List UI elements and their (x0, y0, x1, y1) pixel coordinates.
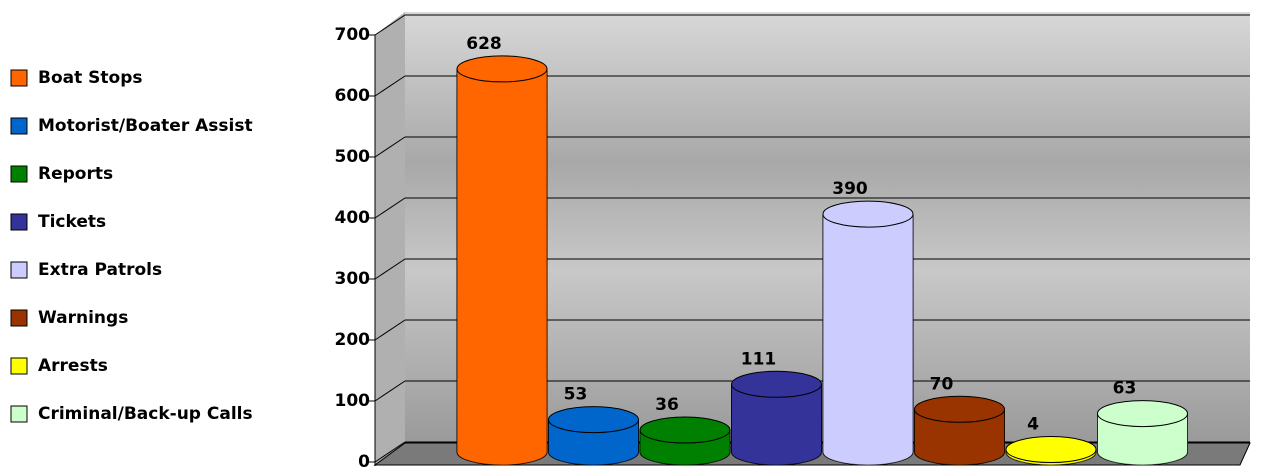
value-label: 4 (1027, 415, 1039, 435)
legend-label: Arrests (38, 356, 108, 376)
value-label: 111 (741, 349, 777, 369)
side-wall (375, 12, 405, 465)
y-tick-label: 100 (335, 391, 371, 411)
y-tick-label: 400 (335, 208, 371, 228)
bar-top (914, 395, 1005, 423)
legend-label: Reports (38, 164, 113, 184)
bar-top (456, 55, 548, 83)
legend-swatch (10, 405, 28, 423)
bar-top (548, 406, 639, 434)
grid-line (374, 75, 406, 97)
grid-line (374, 197, 406, 219)
bar-top (731, 370, 822, 398)
value-label: 70 (930, 374, 954, 394)
bar-top (1005, 436, 1097, 464)
grid-line (374, 441, 406, 463)
legend-label: Warnings (38, 308, 128, 328)
legend-label: Criminal/Back-up Calls (38, 404, 253, 424)
y-tick-label: 200 (335, 330, 371, 350)
bar-shade (731, 384, 822, 466)
bar-shade (1097, 413, 1188, 466)
y-tick-label: 700 (335, 25, 371, 45)
legend-label: Motorist/Boater Assist (38, 116, 253, 136)
grid-line (374, 380, 406, 402)
legend-swatch (10, 165, 28, 183)
value-label: 628 (466, 34, 502, 54)
legend-label: Boat Stops (38, 68, 143, 88)
y-tick-label: 300 (335, 269, 371, 289)
y-tick-label: 0 (358, 452, 370, 470)
bar-top (1097, 400, 1188, 428)
y-tick-label: 500 (335, 147, 371, 167)
value-label: 63 (1113, 379, 1137, 399)
grid-line (374, 136, 406, 158)
legend-swatch (10, 309, 28, 327)
grid-line (374, 14, 406, 36)
legend-swatch (10, 261, 28, 279)
grid-line (374, 319, 406, 341)
bar-top (639, 416, 731, 444)
legend-swatch (10, 69, 28, 87)
value-label: 53 (564, 385, 588, 405)
value-label: 36 (655, 395, 679, 415)
legend-swatch (10, 357, 28, 375)
bar-shade (914, 409, 1005, 466)
bar-top (822, 200, 914, 228)
legend-label: Tickets (38, 212, 106, 232)
value-label: 390 (832, 179, 868, 199)
bar-shade (823, 214, 913, 465)
y-tick-label: 600 (335, 86, 371, 106)
grid-line (374, 258, 406, 280)
legend-swatch (10, 213, 28, 231)
legend-swatch (10, 117, 28, 135)
bar-shade (457, 68, 547, 466)
legend-label: Extra Patrols (38, 260, 162, 280)
